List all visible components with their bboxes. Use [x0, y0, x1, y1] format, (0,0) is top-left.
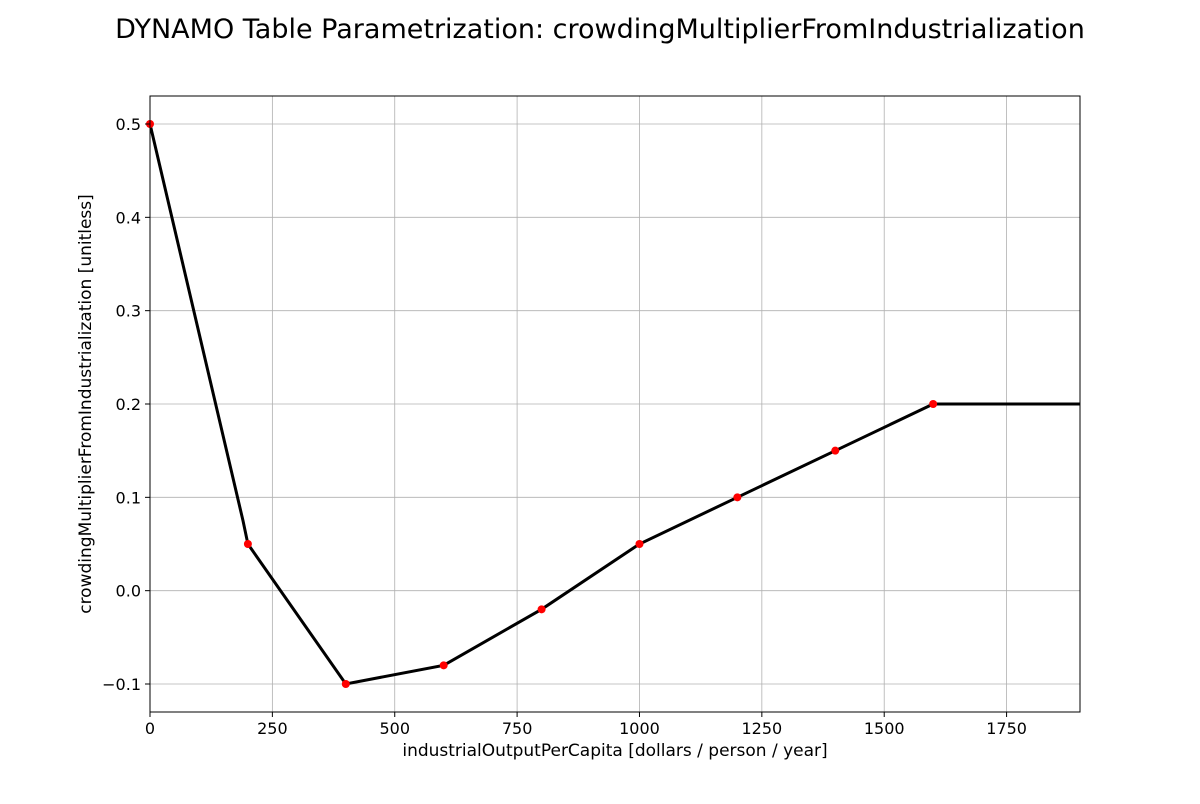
y-tick-label: 0.3 — [116, 302, 141, 321]
data-point — [929, 400, 938, 408]
plot-area — [146, 120, 1080, 688]
x-tick-label: 1500 — [864, 719, 905, 738]
data-point — [537, 605, 546, 614]
x-axis-label: industrialOutputPerCapita [dollars / per… — [402, 741, 827, 761]
x-axis: 0 250 500 750 1000 1250 1500 1750 — [145, 712, 1027, 738]
data-point — [733, 493, 742, 502]
x-tick-label: 1250 — [741, 719, 782, 738]
x-tick-label: 500 — [379, 719, 410, 738]
y-axis: −0.1 0.0 0.1 0.2 0.3 0.4 0.5 — [102, 115, 150, 694]
chart-title: DYNAMO Table Parametrization: crowdingMu… — [115, 14, 1085, 45]
y-tick-label: 0.1 — [116, 488, 141, 507]
x-tick-label: 0 — [145, 719, 155, 738]
data-point — [341, 680, 350, 688]
y-axis-label: crowdingMultiplierFromIndustrialization … — [76, 194, 96, 614]
x-tick-label: 1000 — [619, 719, 660, 738]
y-tick-label: 0.5 — [116, 115, 141, 134]
y-tick-label: 0.2 — [116, 395, 141, 414]
data-point — [243, 540, 252, 548]
y-tick-label: 0.4 — [116, 208, 141, 227]
y-tick-label: −0.1 — [102, 675, 141, 694]
x-tick-label: 1750 — [986, 719, 1027, 738]
data-point — [439, 661, 448, 670]
x-tick-label: 750 — [502, 719, 533, 738]
data-point — [831, 446, 840, 455]
data-point — [635, 540, 644, 548]
grid-lines — [149, 96, 1080, 712]
y-tick-label: 0.0 — [116, 582, 141, 601]
x-tick-label: 250 — [257, 719, 288, 738]
